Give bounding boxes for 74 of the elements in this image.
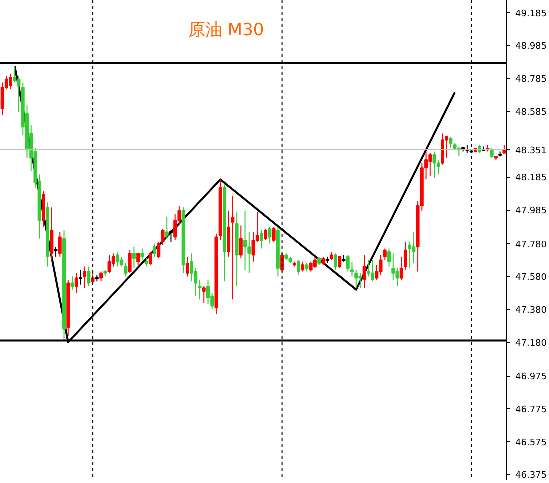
candlestick [428,152,432,177]
candlestick [58,232,62,258]
y-tick-label: 48.185 [516,174,547,184]
candlestick [136,253,140,266]
candlestick [408,242,412,269]
candlestick [165,216,169,240]
candlestick [334,253,338,271]
candlestick [239,225,243,260]
candlestick [50,207,54,261]
candlestick [70,276,74,290]
y-tick-label: 49.185 [516,9,547,20]
candlestick [379,254,383,276]
candlestick [309,261,313,272]
text: 原油 M30 [188,20,264,40]
candlestick [313,256,317,269]
candlestick [366,260,370,278]
candlestick [9,74,13,90]
candlestick [371,260,375,282]
candlestick [116,252,120,268]
candlestick [388,248,391,268]
candlestick [148,252,152,266]
candlestick [157,242,161,260]
y-tick-label: 46.775 [516,405,547,416]
candlestick [297,260,300,276]
ref-line-label: 48.351 [516,146,547,156]
candlestick [100,271,104,282]
candlestick [272,226,276,243]
candlestick [83,266,87,289]
y-tick-label: 46.575 [516,438,547,448]
candlestick [392,253,396,280]
candlestick [54,246,58,258]
candlestick [449,136,453,149]
candlestick [128,250,132,274]
candlestick [412,232,416,264]
candlestick [190,253,194,282]
y-tick-label: 46.375 [516,471,547,482]
candlestick [198,279,202,300]
candlestick [78,270,82,286]
y-tick-label: 48.985 [516,42,547,52]
candlestick [231,196,235,300]
candlestick [124,263,128,278]
candlestick [264,228,268,241]
y-tick-label: 46.975 [516,372,547,383]
candlestick [244,210,248,271]
candlestick [338,256,342,269]
candlestick [383,248,387,261]
candlestick [358,272,362,289]
candlestick [206,279,210,306]
candlestick [202,286,206,304]
y-tick-label: 47.580 [516,273,548,284]
y-tick-label: 47.780 [516,240,548,250]
candlestick [120,256,124,268]
candlestick [140,248,144,261]
candlestick [132,246,136,269]
candlestick [354,270,358,289]
candlestick [74,272,78,294]
candlestick [169,230,173,243]
candlestick [153,243,156,258]
candlestick [186,256,190,278]
y-tick-label: 47.180 [516,338,548,349]
y-tick-label: 47.380 [516,306,548,316]
candlestick [108,254,112,274]
candlestick [87,266,91,288]
candlestick [174,214,178,241]
candlestick [301,261,305,272]
candlestick [268,226,272,244]
candlestick [441,133,444,166]
candlestick [362,254,366,289]
y-tick-label: 48.585 [516,108,547,118]
candlestick [346,254,350,272]
candlestick [13,66,17,84]
y-tick-label: 48.785 [516,75,547,86]
y-tick-label: 47.985 [516,206,547,217]
candlestick [260,230,264,250]
